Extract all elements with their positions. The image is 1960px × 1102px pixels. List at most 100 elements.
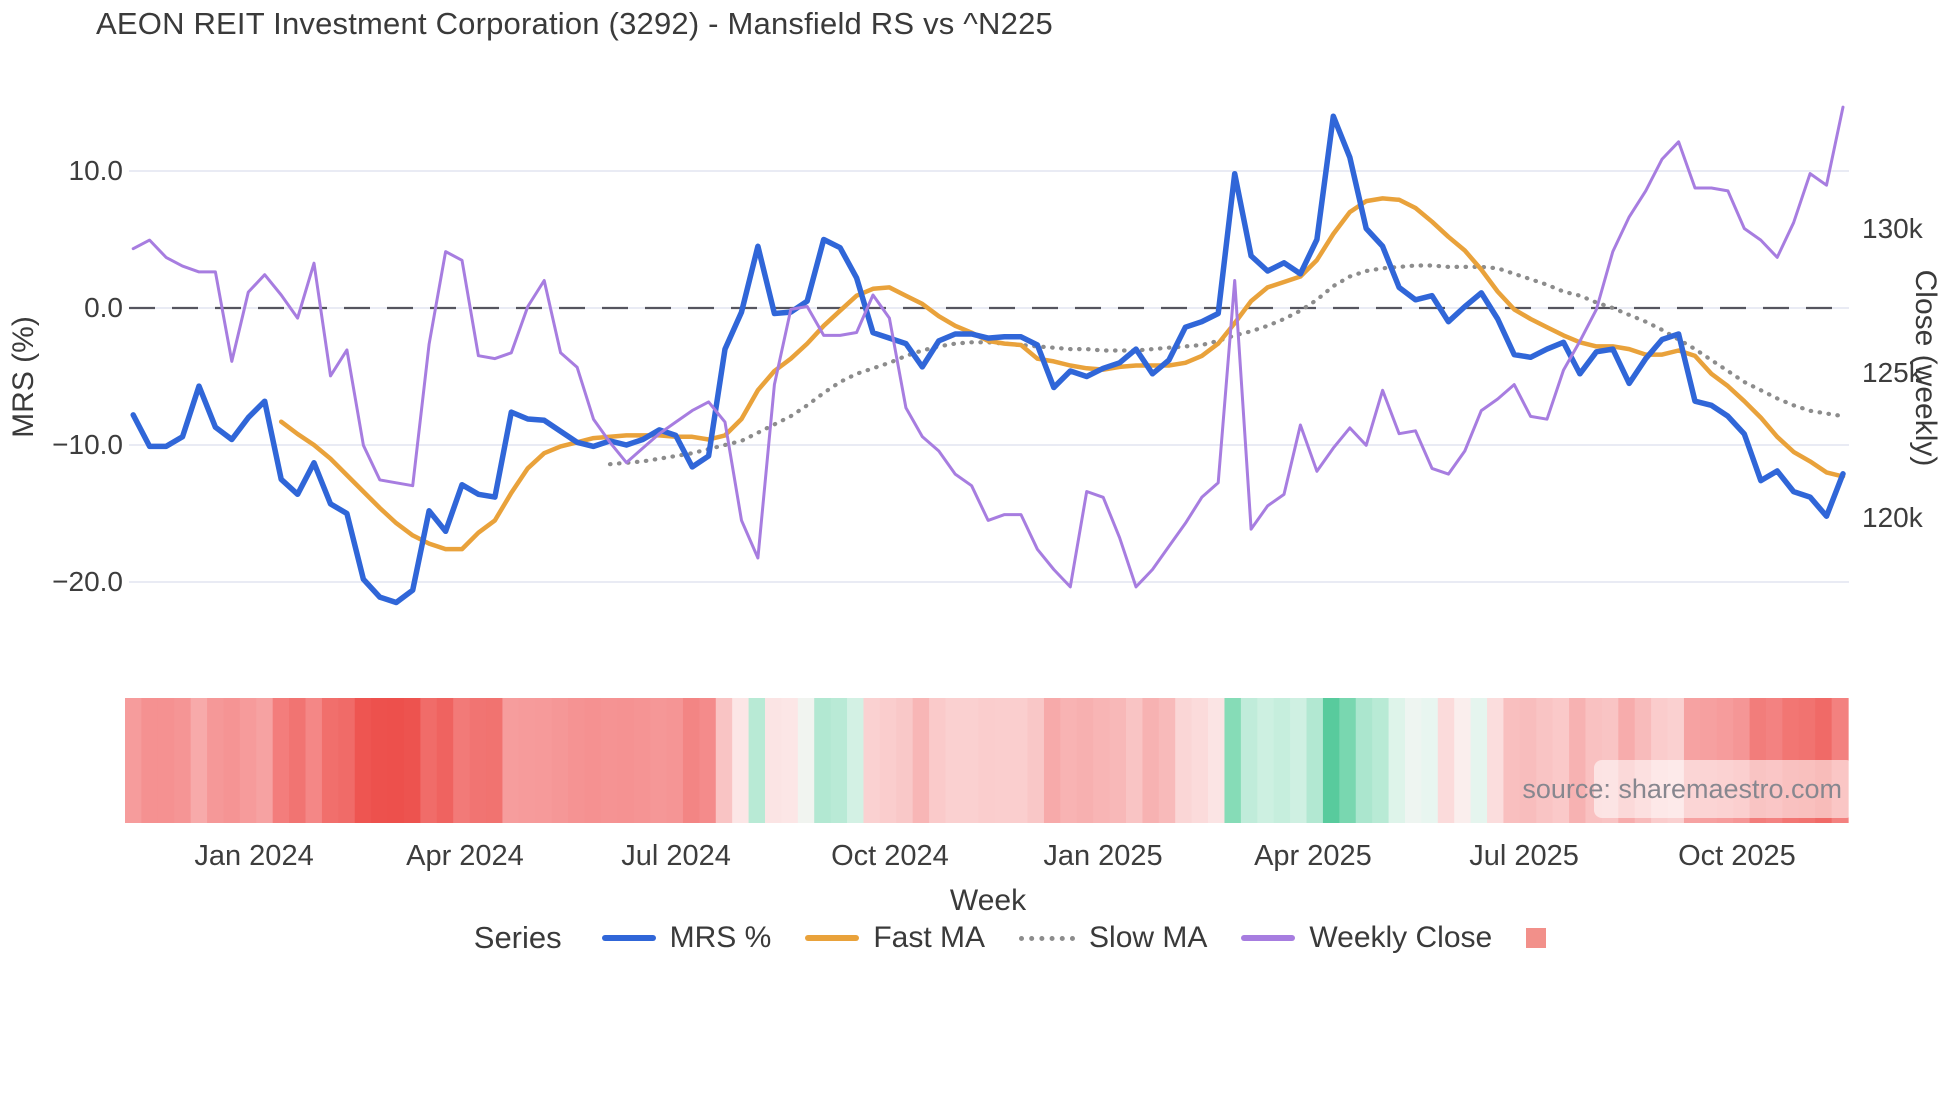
heatmap-cell: [929, 698, 947, 823]
legend-item-weekly-close: Weekly Close: [1241, 921, 1492, 955]
heatmap-cell: [1175, 698, 1193, 823]
heatmap-cell: [403, 698, 421, 823]
heatmap-cell: [207, 698, 225, 823]
heatmap-cell: [633, 698, 651, 823]
heatmap-cell: [1388, 698, 1406, 823]
heatmap-cell: [387, 698, 405, 823]
y-tick-right: 125k: [1862, 357, 1923, 388]
heatmap-cell: [814, 698, 832, 823]
heatmap-cell: [1142, 698, 1160, 823]
heatmap-cell: [1027, 698, 1045, 823]
x-tick: Apr 2025: [1254, 840, 1372, 872]
heatmap-cell: [1257, 698, 1275, 823]
heatmap-cell: [1470, 698, 1488, 823]
heatmap-cell: [1240, 698, 1258, 823]
heatmap-cell: [239, 698, 257, 823]
heatmap-cell: [125, 698, 143, 823]
heatmap-cell: [715, 698, 733, 823]
legend-item-slow-ma: Slow MA: [1019, 921, 1207, 955]
heatmap-cell: [732, 698, 750, 823]
heatmap-cell: [961, 698, 979, 823]
x-tick: Oct 2024: [831, 840, 949, 872]
heatmap-cell: [1060, 698, 1078, 823]
heatmap-cell: [518, 698, 536, 823]
heatmap-cell: [1322, 698, 1340, 823]
heatmap-cell: [1093, 698, 1111, 823]
heatmap-cell: [1191, 698, 1209, 823]
heatmap-cell: [1158, 698, 1176, 823]
x-tick: Apr 2024: [406, 840, 524, 872]
heatmap-cell: [1126, 698, 1144, 823]
legend-label: MRS %: [669, 921, 772, 954]
x-tick: Jan 2024: [194, 840, 314, 872]
heatmap-cell: [321, 698, 339, 823]
heatmap-cell: [338, 698, 356, 823]
heatmap-cell: [1552, 698, 1570, 823]
heatmap-cell: [453, 698, 471, 823]
heatmap-cell: [535, 698, 553, 823]
heatmap-cell: [1043, 698, 1061, 823]
heatmap-cell: [289, 698, 307, 823]
heatmap-cell: [551, 698, 569, 823]
legend-swatch-dotted-icon: [1019, 935, 1076, 941]
y-tick-right: 120k: [1862, 501, 1923, 533]
heatmap-cell: [600, 698, 618, 823]
heatmap-cell: [617, 698, 635, 823]
y-tick-left: −20.0: [52, 566, 123, 597]
legend-label: Slow MA: [1089, 921, 1208, 954]
heatmap-cell: [420, 698, 438, 823]
heatmap-cell: [141, 698, 159, 823]
heatmap-cell: [436, 698, 454, 823]
heatmap-cell: [1437, 698, 1455, 823]
heatmap-cell: [1355, 698, 1373, 823]
heatmap-cell: [879, 698, 897, 823]
legend-item-mrs-: MRS %: [601, 921, 772, 955]
heatmap-cell: [1404, 698, 1422, 823]
heatmap-cell: [847, 698, 865, 823]
heatmap-cell: [1454, 698, 1472, 823]
heatmap-cell: [666, 698, 684, 823]
legend-label: Fast MA: [873, 921, 986, 954]
heatmap-cell: [272, 698, 290, 823]
heatmap-cell: [354, 698, 372, 823]
x-tick: Jul 2025: [1469, 840, 1579, 872]
x-tick: Jul 2024: [621, 840, 731, 872]
heatmap-cell: [978, 698, 996, 823]
x-tick: Jan 2025: [1043, 840, 1163, 872]
heatmap-cell: [305, 698, 323, 823]
chart-title: AEON REIT Investment Corporation (3292) …: [96, 6, 1053, 41]
heatmap-cell: [223, 698, 241, 823]
heatmap-cell: [568, 698, 586, 823]
heatmap-cell: [1011, 698, 1029, 823]
heatmap-cell: [797, 698, 815, 823]
legend-swatch-square-icon: [1526, 928, 1547, 948]
y-tick-left: 0.0: [84, 292, 123, 323]
heatmap-cell: [1503, 698, 1521, 823]
heatmap-cell: [994, 698, 1012, 823]
heatmap-cell: [469, 698, 487, 823]
legend-swatch-line-icon: [805, 935, 860, 941]
heatmap-cell: [748, 698, 766, 823]
heatmap-cell: [781, 698, 799, 823]
heatmap-cell: [502, 698, 520, 823]
heatmap-cell: [912, 698, 930, 823]
heatmap-cell: [945, 698, 963, 823]
series-mrs-: [130, 113, 1846, 606]
legend-swatch-line-icon: [1241, 935, 1296, 941]
heatmap-cell: [1224, 698, 1242, 823]
heatmap-cell: [1536, 698, 1554, 823]
series-slow-ma: [607, 263, 1846, 467]
heatmap-cell: [1273, 698, 1291, 823]
heatmap-cell: [1109, 698, 1127, 823]
legend-title: Series: [473, 920, 562, 955]
heatmap-cell: [1372, 698, 1390, 823]
heatmap-cell: [1290, 698, 1308, 823]
heatmap-cell: [896, 698, 914, 823]
heatmap-cell: [486, 698, 504, 823]
heatmap-cell: [830, 698, 848, 823]
legend-swatch-line-icon: [601, 935, 656, 941]
heatmap-cell: [1208, 698, 1226, 823]
heatmap-cell: [190, 698, 208, 823]
series-weekly-close: [131, 105, 1845, 589]
